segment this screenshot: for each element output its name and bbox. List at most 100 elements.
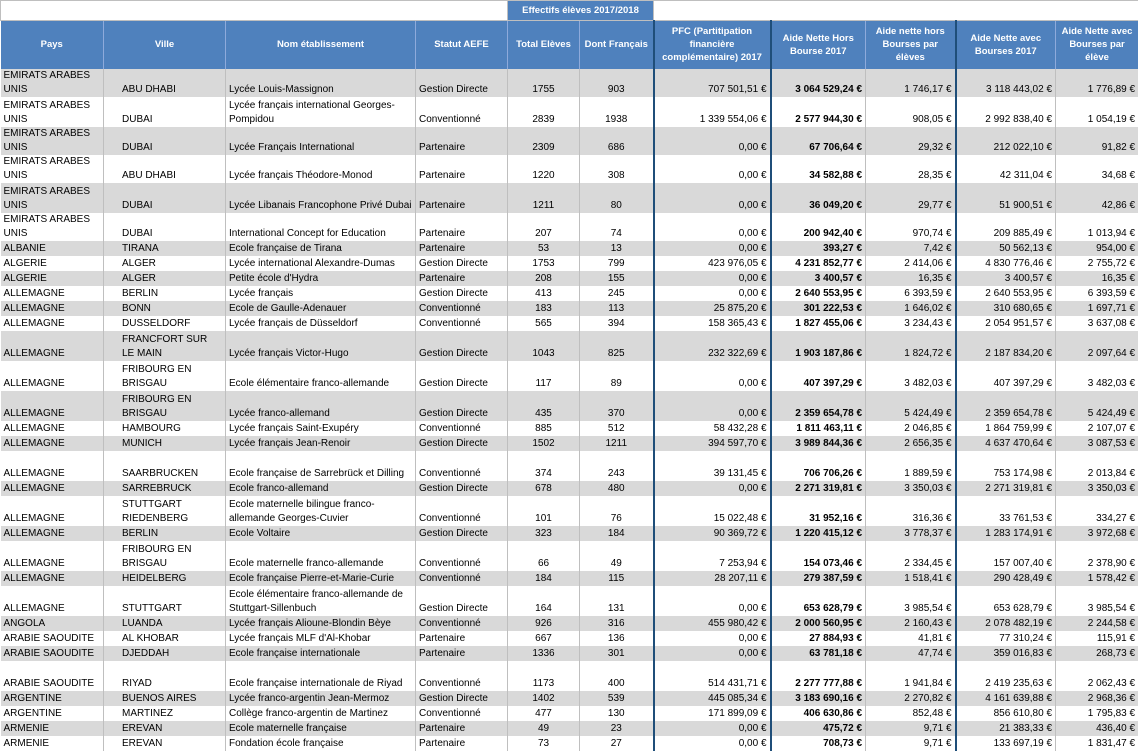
table-cell: Partenaire [416,646,508,661]
table-cell: 101 [508,496,580,526]
table-cell: 27 884,93 € [771,631,866,646]
table-cell: 158 365,43 € [654,316,771,331]
table-cell: Ecole maternelle bilingue franco-alleman… [226,496,416,526]
table-cell: 1402 [508,691,580,706]
table-cell: 58 432,28 € [654,421,771,436]
table-cell: Gestion Directe [416,586,508,616]
table-cell: 0,00 € [654,241,771,256]
table-cell: Conventionné [416,316,508,331]
table-cell: FRIBOURG EN BRISGAU [104,541,226,571]
table-cell: Conventionné [416,301,508,316]
table-cell: 323 [508,526,580,541]
table-cell: 4 231 852,77 € [771,256,866,271]
table-cell: 1 697,71 € [1056,301,1138,316]
table-cell: 1 824,72 € [866,331,956,361]
table-cell: 1 864 759,99 € [956,421,1056,436]
table-cell: 115,91 € [1056,631,1138,646]
table-cell: ALGER [104,271,226,286]
table-cell: ALLEMAGNE [1,451,104,481]
table-cell: 406 630,86 € [771,706,866,721]
table-cell: FRIBOURG EN BRISGAU [104,391,226,421]
table-cell: Fondation école française [226,736,416,751]
table-cell: 2 277 777,88 € [771,661,866,691]
table-cell: ARGENTINE [1,706,104,721]
table-cell: 4 830 776,46 € [956,256,1056,271]
table-cell: Gestion Directe [416,481,508,496]
table-cell: STUTTGART RIEDENBERG [104,496,226,526]
blank-cell [1,1,508,21]
table-cell: EMIRATS ARABES UNIS [1,155,104,183]
table-cell: ALBANIE [1,241,104,256]
table-cell: 2 359 654,78 € [956,391,1056,421]
table-cell: Conventionné [416,451,508,481]
table-cell: 77 310,24 € [956,631,1056,646]
table-cell: 2 640 553,95 € [771,286,866,301]
column-header: Total Elèves [508,21,580,69]
table-cell: ARABIE SAOUDITE [1,661,104,691]
table-cell: EMIRATS ARABES UNIS [1,127,104,155]
table-cell: 903 [580,69,654,97]
table-cell: 1938 [580,97,654,127]
table-cell: 49 [580,541,654,571]
table-cell: 3 482,03 € [866,361,956,391]
table-cell: 25 875,20 € [654,301,771,316]
column-header: Aide nette hors Bourses par élèves [866,21,956,69]
table-cell: 73 [508,736,580,751]
table-cell: 42 311,04 € [956,155,1056,183]
table-cell: 5 424,49 € [1056,391,1138,421]
table-cell: 954,00 € [1056,241,1138,256]
table-cell: 42,86 € [1056,183,1138,213]
table-cell: 310 680,65 € [956,301,1056,316]
table-cell: 3 400,57 € [956,271,1056,286]
table-cell: 667 [508,631,580,646]
table-cell: DUBAI [104,213,226,241]
table-cell: Partenaire [416,155,508,183]
table-cell: 1211 [580,436,654,451]
table-cell: ALLEMAGNE [1,361,104,391]
table-cell: 2 270,82 € [866,691,956,706]
table-cell: 0,00 € [654,271,771,286]
table-cell: 2 013,84 € [1056,451,1138,481]
table-cell: 34 582,88 € [771,155,866,183]
table-cell: Ecole française internationale de Riyad [226,661,416,691]
table-cell: 707 501,51 € [654,69,771,97]
table-cell: 475,72 € [771,721,866,736]
table-cell: 856 610,80 € [956,706,1056,721]
table-cell: Lycée français MLF d'Al-Khobar [226,631,416,646]
table-cell: Gestion Directe [416,256,508,271]
table-cell: 31 952,16 € [771,496,866,526]
table-cell: 33 761,53 € [956,496,1056,526]
table-cell: Ecole maternelle française [226,721,416,736]
table-cell: Ecole de Gaulle-Adenauer [226,301,416,316]
table-cell: 183 [508,301,580,316]
group-row: Effectifs élèves 2017/2018 [1,1,1138,21]
table-cell: 51 900,51 € [956,183,1056,213]
table-cell: MARTINEZ [104,706,226,721]
table-cell: 2 414,06 € [866,256,956,271]
table-cell: 232 322,69 € [654,331,771,361]
table-cell: FRIBOURG EN BRISGAU [104,361,226,391]
table-cell: EMIRATS ARABES UNIS [1,183,104,213]
table-cell: 16,35 € [866,271,956,286]
table-cell: 1 811 463,11 € [771,421,866,436]
table-cell: 39 131,45 € [654,451,771,481]
table-cell: 1173 [508,661,580,691]
table-cell: 16,35 € [1056,271,1138,286]
table-cell: 76 [580,496,654,526]
table-cell: 2 107,07 € [1056,421,1138,436]
table-cell: ALLEMAGNE [1,496,104,526]
table-cell: 413 [508,286,580,301]
table-cell: Ecole Voltaire [226,526,416,541]
table-cell: Lycée franco-allemand [226,391,416,421]
table-cell: ALGERIE [1,256,104,271]
table-cell: 3 118 443,02 € [956,69,1056,97]
table-cell: Collège franco-argentin de Martinez [226,706,416,721]
table-cell: 5 424,49 € [866,391,956,421]
table-cell: 171 899,09 € [654,706,771,721]
